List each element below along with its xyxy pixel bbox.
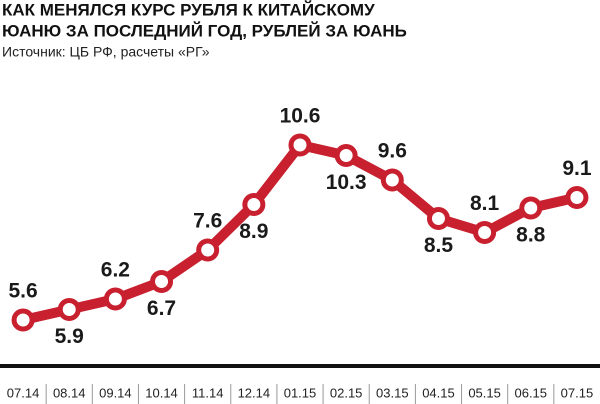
value-label: 6.2 (101, 259, 130, 282)
chart-title: ЮАНЮ ЗА ПОСЛЕДНИЙ ГОД, РУБЛЕЙ ЗА ЮАНЬ (2, 21, 407, 40)
point (519, 196, 543, 220)
x-tick-label: 05.15 (468, 385, 501, 400)
value-label: 8.8 (516, 224, 546, 247)
point (565, 186, 589, 209)
chart-title: КАК МЕНЯЛСЯ КУРС РУБЛЯ К КИТАЙСКОМУ (2, 0, 375, 19)
value-label: 5.9 (55, 325, 84, 348)
x-tick-label: 07.15 (561, 385, 594, 400)
value-label: 8.5 (424, 234, 454, 257)
x-tick-label: 06.15 (514, 385, 547, 400)
x-tick-label: 10.14 (145, 385, 178, 400)
x-tick-label: 08.14 (53, 385, 86, 400)
point (426, 207, 450, 230)
point (57, 298, 81, 321)
point (380, 168, 404, 192)
point (242, 193, 266, 216)
point (103, 287, 127, 311)
value-label: 7.6 (193, 210, 222, 233)
x-tick-label: 01.15 (284, 385, 317, 400)
point (334, 144, 358, 167)
point (196, 238, 220, 262)
x-tick-label: 12.14 (238, 385, 271, 400)
value-label: 9.1 (562, 157, 592, 180)
x-tick-label: 04.15 (422, 385, 455, 400)
value-label: 8.1 (470, 192, 500, 215)
chart-subtitle: Источник: ЦБ РФ, расчеты «РГ» (2, 44, 210, 60)
point (150, 270, 174, 293)
value-label: 6.7 (147, 297, 176, 320)
x-tick-label: 11.14 (192, 385, 224, 400)
value-label: 8.9 (239, 220, 268, 243)
value-label: 5.6 (8, 280, 37, 303)
x-tick-label: 09.14 (99, 385, 132, 400)
value-label: 10.6 (280, 105, 321, 128)
point (288, 133, 312, 157)
x-tick-label: 02.15 (330, 385, 363, 400)
x-tick-label: 07.14 (7, 385, 40, 400)
value-label: 9.6 (378, 140, 407, 163)
x-tick-label: 03.15 (376, 385, 409, 400)
value-label: 10.3 (326, 171, 367, 194)
point (11, 308, 35, 332)
point (473, 221, 497, 244)
